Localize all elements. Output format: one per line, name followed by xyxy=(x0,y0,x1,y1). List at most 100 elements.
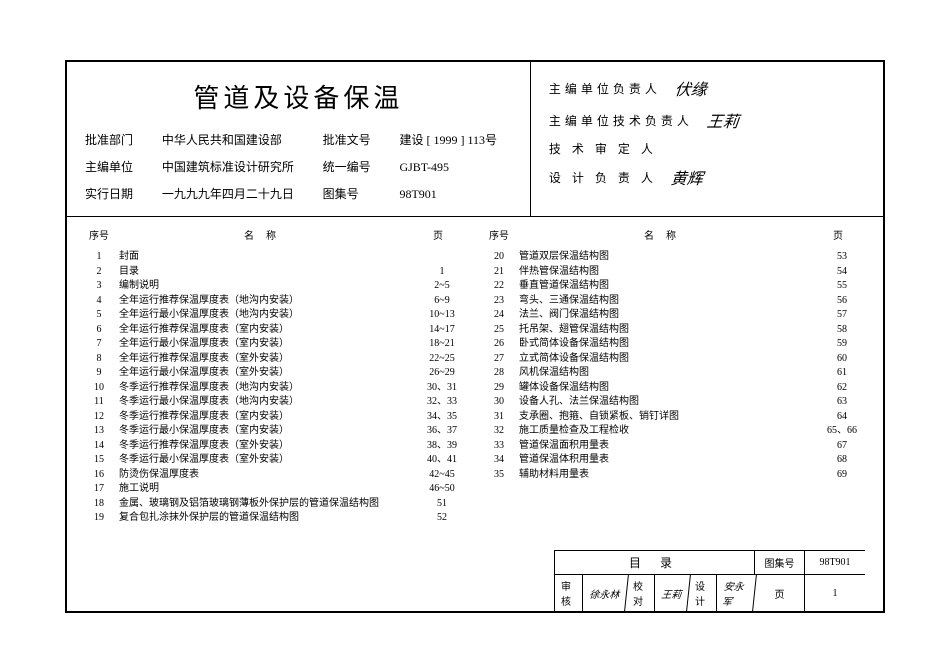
signature-label: 主编单位技术负责人 xyxy=(549,112,693,129)
footer-shenhe-val: 徐永林 xyxy=(581,575,629,611)
toc-block: 序号 名称 页 1封面2目录13编制说明2~54全年运行推荐保温厚度表（地沟内安… xyxy=(67,217,883,611)
toc-seq: 29 xyxy=(485,381,513,396)
album-no-label: 图集号 xyxy=(323,185,386,202)
toc-row: 34管道保温体积用量表68 xyxy=(485,453,865,468)
toc-seq: 7 xyxy=(85,337,113,352)
toc-seq: 21 xyxy=(485,265,513,280)
toc-seq: 8 xyxy=(85,352,113,367)
toc-name: 封面 xyxy=(113,250,419,265)
toc-name: 风机保温结构图 xyxy=(513,366,819,381)
toc-page: 65、66 xyxy=(819,424,865,439)
hdr-name: 名称 xyxy=(117,227,415,242)
toc-name: 冬季运行推荐保温厚度表（室内安装） xyxy=(113,410,419,425)
toc-name: 管道双层保温结构图 xyxy=(513,250,819,265)
toc-seq: 26 xyxy=(485,337,513,352)
toc-row: 21伴热管保温结构图54 xyxy=(485,265,865,280)
toc-seq: 10 xyxy=(85,381,113,396)
signature-label: 设 计 负 责 人 xyxy=(549,169,657,186)
signature-row: 主编单位技术负责人王莉 xyxy=(549,108,865,132)
toc-row: 2目录1 xyxy=(85,265,465,280)
approve-no: 建设 [ 1999 ] 113号 xyxy=(399,131,511,148)
document-title: 管道及设备保温 xyxy=(85,78,512,115)
toc-name: 冬季运行推荐保温厚度表（室外安装） xyxy=(113,439,419,454)
toc-name: 冬季运行推荐保温厚度表（地沟内安装） xyxy=(113,381,419,396)
toc-name: 冬季运行最小保温厚度表（地沟内安装） xyxy=(113,395,419,410)
signature-value: 黄辉 xyxy=(670,165,705,189)
toc-name: 全年运行推荐保温厚度表（地沟内安装） xyxy=(113,294,419,309)
toc-seq: 4 xyxy=(85,294,113,309)
toc-name: 金属、玻璃钢及铝箔玻璃钢薄板外保护层的管道保温结构图 xyxy=(113,497,419,512)
toc-row: 5全年运行最小保温厚度表（地沟内安装）10~13 xyxy=(85,308,465,323)
toc-page: 36、37 xyxy=(419,424,465,439)
toc-row: 1封面 xyxy=(85,250,465,265)
toc-page: 61 xyxy=(819,366,865,381)
toc-seq: 32 xyxy=(485,424,513,439)
toc-page: 34、35 xyxy=(419,410,465,425)
toc-row: 23弯头、三通保温结构图56 xyxy=(485,294,865,309)
toc-name: 罐体设备保温结构图 xyxy=(513,381,819,396)
toc-name: 辅助材料用量表 xyxy=(513,468,819,483)
approve-no-label: 批准文号 xyxy=(323,131,386,148)
toc-name: 防烫伤保温厚度表 xyxy=(113,468,419,483)
footer-jiaodui-label: 校对 xyxy=(627,575,655,611)
toc-seq: 30 xyxy=(485,395,513,410)
toc-seq: 15 xyxy=(85,453,113,468)
toc-page: 30、31 xyxy=(419,381,465,396)
signature-row: 设 计 负 责 人黄辉 xyxy=(549,165,865,189)
toc-row: 7全年运行最小保温厚度表（室内安装）18~21 xyxy=(85,337,465,352)
toc-seq: 28 xyxy=(485,366,513,381)
footer-jiaodui-val: 王莉 xyxy=(653,575,691,611)
toc-row: 27立式简体设备保温结构图60 xyxy=(485,352,865,367)
hdr-seq: 序号 xyxy=(489,227,517,242)
toc-page: 68 xyxy=(819,453,865,468)
toc-row: 33管道保温面积用量表67 xyxy=(485,439,865,454)
toc-name: 目录 xyxy=(113,265,419,280)
toc-row: 28风机保温结构图61 xyxy=(485,366,865,381)
toc-name: 全年运行推荐保温厚度表（室内安装） xyxy=(113,323,419,338)
header-left: 管道及设备保温 批准部门 中华人民共和国建设部 批准文号 建设 [ 1999 ]… xyxy=(67,62,531,216)
toc-seq: 24 xyxy=(485,308,513,323)
toc-page: 58 xyxy=(819,323,865,338)
toc-col-left: 序号 名称 页 1封面2目录13编制说明2~54全年运行推荐保温厚度表（地沟内安… xyxy=(75,227,475,611)
toc-seq: 1 xyxy=(85,250,113,265)
toc-name: 伴热管保温结构图 xyxy=(513,265,819,280)
toc-row: 26卧式简体设备保温结构图59 xyxy=(485,337,865,352)
toc-name: 管道保温面积用量表 xyxy=(513,439,819,454)
toc-name: 全年运行最小保温厚度表（地沟内安装） xyxy=(113,308,419,323)
toc-page: 26~29 xyxy=(419,366,465,381)
toc-row: 3编制说明2~5 xyxy=(85,279,465,294)
toc-page: 55 xyxy=(819,279,865,294)
toc-row: 29罐体设备保温结构图62 xyxy=(485,381,865,396)
title-block: 目 录 图集号 98T901 审核 徐永林 校对 王莉 设计 安永军 页 1 xyxy=(554,550,865,611)
toc-page: 53 xyxy=(819,250,865,265)
toc-row: 9全年运行最小保温厚度表（室外安装）26~29 xyxy=(85,366,465,381)
toc-name: 施工质量检查及工程检收 xyxy=(513,424,819,439)
toc-name: 立式简体设备保温结构图 xyxy=(513,352,819,367)
unified-no-label: 统一编号 xyxy=(323,158,386,175)
toc-row: 6全年运行推荐保温厚度表（室内安装）14~17 xyxy=(85,323,465,338)
toc-name: 卧式简体设备保温结构图 xyxy=(513,337,819,352)
toc-page: 62 xyxy=(819,381,865,396)
toc-row: 15冬季运行最小保温厚度表（室外安装）40、41 xyxy=(85,453,465,468)
toc-name: 施工说明 xyxy=(113,482,419,497)
toc-seq: 12 xyxy=(85,410,113,425)
toc-page: 69 xyxy=(819,468,865,483)
toc-seq: 5 xyxy=(85,308,113,323)
toc-seq: 20 xyxy=(485,250,513,265)
toc-seq: 33 xyxy=(485,439,513,454)
toc-name: 复合包扎涂抹外保护层的管道保温结构图 xyxy=(113,511,419,526)
editor: 中国建筑标准设计研究所 xyxy=(162,158,309,175)
toc-page: 22~25 xyxy=(419,352,465,367)
toc-row: 10冬季运行推荐保温厚度表（地沟内安装）30、31 xyxy=(85,381,465,396)
toc-name: 全年运行推荐保温厚度表（室外安装） xyxy=(113,352,419,367)
exec-date: 一九九九年四月二十九日 xyxy=(162,185,309,202)
meta-grid: 批准部门 中华人民共和国建设部 批准文号 建设 [ 1999 ] 113号 主编… xyxy=(85,131,512,202)
toc-seq: 13 xyxy=(85,424,113,439)
toc-seq: 23 xyxy=(485,294,513,309)
toc-page: 64 xyxy=(819,410,865,425)
toc-row: 35辅助材料用量表69 xyxy=(485,468,865,483)
toc-row: 12冬季运行推荐保温厚度表（室内安装）34、35 xyxy=(85,410,465,425)
toc-name: 编制说明 xyxy=(113,279,419,294)
toc-seq: 9 xyxy=(85,366,113,381)
footer-page-no: 1 xyxy=(805,575,865,611)
